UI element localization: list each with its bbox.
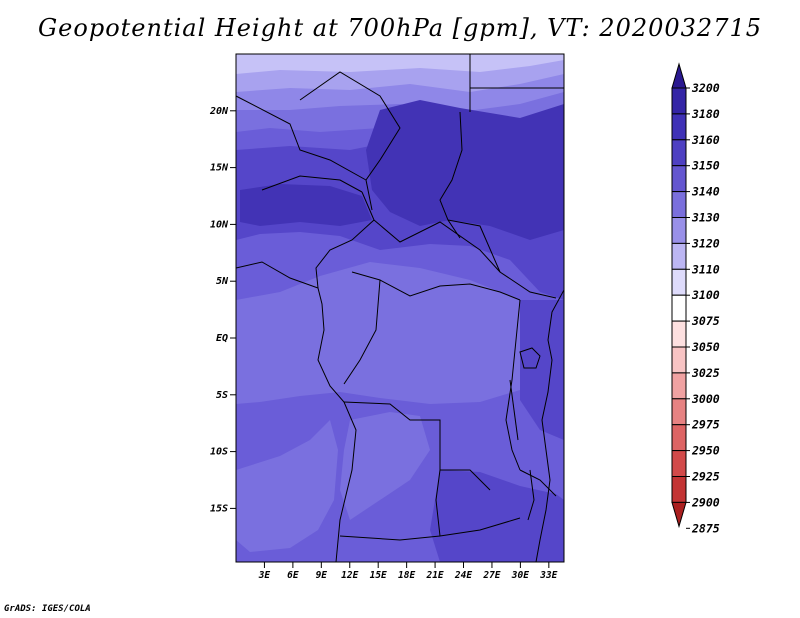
colorbar-label: 3150 <box>691 159 720 173</box>
colorbar-label: 3110 <box>691 262 720 276</box>
border-nigeria-cameroon <box>315 191 375 289</box>
border-tanzania-mozambique <box>519 469 557 497</box>
lat-tick-label: 5N <box>216 276 229 287</box>
border-sudan-south <box>447 219 557 299</box>
colorbar-label: 3000 <box>691 392 720 406</box>
colorbar: 3200 3180 3160 3150 3140 3130 3120 3110 3100 3075… <box>671 62 720 535</box>
border-chad-sudan <box>439 111 463 239</box>
colorbar-label: 3140 <box>691 185 720 199</box>
map-title: Geopotential Height at 700hPa [gpm], VT:… <box>38 14 762 42</box>
colorbar-swatch <box>671 139 687 167</box>
colorbar-label: 3130 <box>691 211 720 225</box>
lat-tick-label: 20N <box>209 106 229 117</box>
lat-tick-label: 10S <box>210 447 228 458</box>
grads-credit: GrADS: IGES/COLA <box>4 604 91 614</box>
border-car-north <box>373 219 501 273</box>
coastline-west <box>236 261 357 562</box>
colorbar-swatch <box>671 320 687 348</box>
country-borders <box>236 54 564 562</box>
latitude-axis: 20N 15N 10N 5N EQ 5S 10S 15S <box>209 106 236 514</box>
colorbar-label: 3100 <box>691 288 720 302</box>
lat-tick-label: 15S <box>210 503 228 514</box>
lat-tick-label: EQ <box>216 333 228 344</box>
lon-tick-label: 3E <box>258 570 271 581</box>
lat-tick-label: 5S <box>216 390 228 401</box>
colorbar-label: 3025 <box>691 366 720 380</box>
colorbar-swatch <box>671 191 687 219</box>
lon-tick-label: 9E <box>316 570 328 581</box>
lon-tick-label: 21E <box>425 570 443 581</box>
lon-tick-label: 15E <box>370 570 387 581</box>
colorbar-bottom-arrow <box>671 501 687 529</box>
longitude-axis: 3E 6E 9E 12E 15E 18E 21E 24E 27E 30E 33E <box>258 562 558 581</box>
colorbar-top-arrow <box>671 62 687 89</box>
lon-tick-label: 30E <box>511 570 529 581</box>
band-3110 <box>236 54 564 74</box>
border-namibia-north <box>339 517 521 541</box>
colorbar-label: 2925 <box>691 470 720 484</box>
colorbar-label: 3180 <box>691 107 720 121</box>
lon-tick-label: 6E <box>287 570 299 581</box>
lon-tick-label: 18E <box>398 570 415 581</box>
colorbar-label: 3075 <box>691 314 720 328</box>
border-angola-zambia <box>435 469 441 537</box>
lat-tick-label: 10N <box>210 219 229 230</box>
colorbar-label: 2900 <box>691 495 720 509</box>
colorbar-swatch <box>671 217 687 244</box>
height-field <box>236 54 564 562</box>
band-3160-south <box>430 470 564 562</box>
lon-tick-label: 27E <box>482 570 500 581</box>
band-3160-east <box>520 300 564 440</box>
colorbar-swatch <box>671 242 687 270</box>
lon-tick-label: 24E <box>454 570 472 581</box>
band-3140-angola <box>340 412 430 520</box>
map-frame <box>235 53 565 563</box>
colorbar-swatch <box>671 294 687 322</box>
lat-tick-label: 15N <box>210 163 229 174</box>
border-nigeria-north <box>261 175 363 193</box>
band-3140-southwest <box>236 420 338 552</box>
band-3140-congo <box>236 262 520 404</box>
colorbar-label: 3050 <box>691 340 720 354</box>
colorbar-label: 3120 <box>691 236 720 250</box>
border-mali-niger <box>236 95 367 181</box>
colorbar-swatch <box>671 450 687 478</box>
lake-tanganyika <box>509 379 519 441</box>
band-3180-north <box>366 100 564 240</box>
border-congo-drc <box>343 279 381 385</box>
colorbar-swatch <box>671 165 687 193</box>
colorbar-label: 2950 <box>691 444 720 458</box>
colorbar-swatch <box>671 346 687 374</box>
band-3180-west <box>240 184 372 226</box>
colorbar-label: 2975 <box>691 418 720 432</box>
coastline-east <box>535 289 564 562</box>
lon-tick-label: 12E <box>341 570 358 581</box>
lon-tick-label: 33E <box>539 570 557 581</box>
colorbar-label: 2875 <box>691 521 720 535</box>
border-drc-east <box>505 299 521 471</box>
colorbar-swatch <box>671 424 687 452</box>
colorbar-swatch <box>671 87 687 115</box>
lake-malawi <box>527 469 535 521</box>
border-drc-angola <box>343 401 491 491</box>
colorbar-swatch <box>671 113 687 141</box>
colorbar-label: 3200 <box>691 81 720 95</box>
lake-victoria <box>519 347 541 369</box>
colorbar-swatch <box>671 476 687 503</box>
colorbar-swatch <box>671 372 687 400</box>
colorbar-swatch <box>671 398 687 426</box>
colorbar-swatch <box>671 268 687 296</box>
colorbar-label: 3160 <box>691 133 720 147</box>
